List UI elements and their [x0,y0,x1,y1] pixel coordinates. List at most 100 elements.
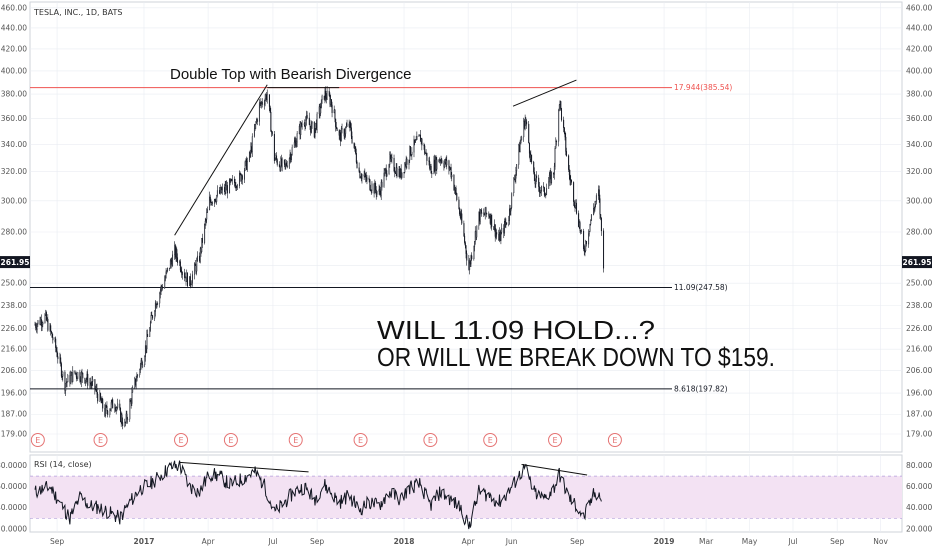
candle-body [259,102,261,104]
candle-body [285,162,287,165]
candle [336,127,338,132]
candle [356,160,358,169]
candle-body [375,182,377,191]
candle-body [41,324,43,327]
candle [323,95,325,101]
candle [516,164,518,176]
candle-body [373,183,375,194]
candle-body [344,133,346,137]
earnings-marker: E [483,433,498,447]
candle [263,99,265,110]
candle-body [513,178,515,180]
candle [175,245,177,262]
candle-body [350,122,352,128]
candle-body [79,372,81,381]
candle [355,146,357,155]
candle-body [510,207,512,212]
candle [520,136,522,145]
candle [389,151,391,168]
candle [538,174,540,192]
candle [320,99,322,109]
candle [543,182,545,192]
candle [47,314,49,332]
candle-body [186,272,188,282]
candle [45,309,47,316]
candle-body [169,267,171,269]
candle [91,376,93,389]
candle [348,119,350,128]
candle-body [390,154,392,160]
candle [318,103,320,119]
candle-body [270,111,272,132]
candle-body [429,166,431,169]
candle [144,340,146,362]
candle [77,371,79,381]
candle [170,258,172,265]
candle-body [205,219,207,222]
candle [296,130,298,148]
earnings-label: E [228,436,233,445]
candle [191,280,193,285]
candle [246,156,248,171]
candle-body [551,172,553,184]
candle-body [60,363,62,377]
candle [479,209,481,225]
candle-body [114,407,116,409]
candle [85,380,87,387]
candle [566,147,568,157]
candle-body [383,172,385,188]
candle-body [318,106,320,115]
candle-body [100,399,102,404]
candle-body [491,214,493,227]
candle [204,218,206,229]
candle [449,166,451,171]
candle-body [39,320,41,325]
candle [434,155,436,176]
candle [415,136,417,141]
candle-body [508,220,510,225]
candle [484,207,486,220]
candle [486,212,488,218]
candle-body [415,139,417,141]
candle-body [554,148,556,167]
candle [508,215,510,227]
candle-body [131,392,133,404]
candle [266,89,268,104]
candle-body [449,168,451,170]
candle [216,185,218,198]
candle-body [424,152,426,154]
candle-body [509,208,511,221]
candle-body [590,214,592,221]
candle [374,179,376,194]
candle-body [280,158,282,171]
candle [365,172,367,183]
earnings-label: E [612,436,617,445]
candle-body [136,374,138,382]
candle-body [140,360,142,365]
candle-body [266,94,268,100]
candle [570,175,572,186]
candle [521,135,523,141]
candle-body [301,124,303,127]
candle-body [313,122,315,138]
candle [119,399,121,411]
candle-body [479,211,481,222]
candle [40,316,42,326]
candle [229,178,231,186]
candle-body [59,357,61,360]
candle [266,91,268,102]
candle-body [334,109,336,120]
price-tick-left: 187.00 [1,410,27,419]
candle-body [365,176,367,181]
candle [195,263,197,274]
time-tick: Jul [267,537,277,546]
candle [410,153,412,157]
candle-body [485,207,487,214]
candle [538,181,540,197]
candle-body [388,164,390,174]
candle-body [524,118,526,129]
candle [543,186,545,198]
candle-body [219,187,221,194]
candle-body [234,182,236,188]
candle-body [575,202,577,208]
